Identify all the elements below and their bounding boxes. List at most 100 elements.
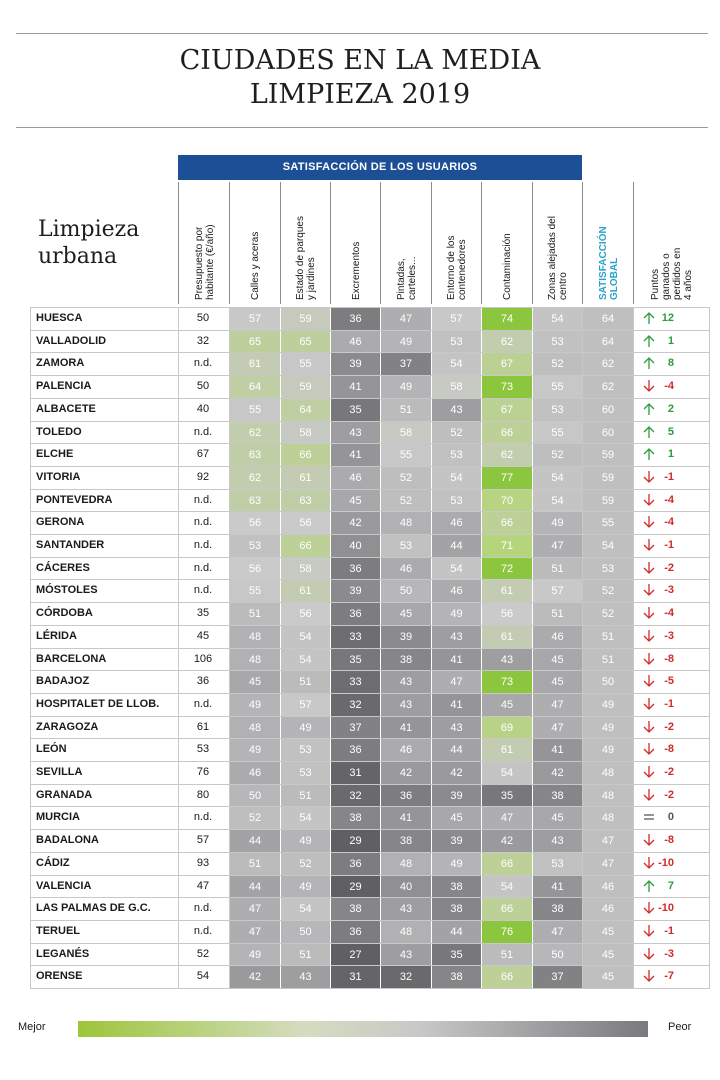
score-cell: 51 xyxy=(281,785,330,807)
score-cell: 66 xyxy=(482,422,532,444)
row-divider xyxy=(30,943,710,944)
points-change: -3 xyxy=(664,948,674,960)
row-divider xyxy=(30,602,710,603)
city-name: VITORIA xyxy=(36,471,81,483)
score-cell: 66 xyxy=(482,966,532,988)
score-cell: 58 xyxy=(281,422,330,444)
score-cell: 62 xyxy=(230,422,280,444)
score-cell: 48 xyxy=(381,921,431,943)
row-divider xyxy=(30,511,710,512)
score-cell: 55 xyxy=(281,353,330,375)
score-cell: 45 xyxy=(533,671,582,693)
score-cell: 50 xyxy=(281,921,330,943)
score-cell: 49 xyxy=(381,376,431,398)
score-cell: 45 xyxy=(331,490,380,512)
score-cell: 54 xyxy=(482,762,532,784)
row-divider xyxy=(30,443,710,444)
global-satisfaction-cell: 45 xyxy=(583,921,633,943)
score-cell: 67 xyxy=(482,399,532,421)
score-cell: 41 xyxy=(533,876,582,898)
score-cell: 65 xyxy=(281,331,330,353)
score-cell: 73 xyxy=(482,671,532,693)
score-cell: 46 xyxy=(331,331,380,353)
subject-line-2: urbana xyxy=(38,244,118,269)
global-satisfaction-cell: 47 xyxy=(583,830,633,852)
trend-down-arrow-icon xyxy=(643,766,655,778)
city-name: ALBACETE xyxy=(36,403,96,415)
column-divider xyxy=(178,307,179,988)
global-satisfaction-cell: 59 xyxy=(583,467,633,489)
score-cell: 55 xyxy=(381,444,431,466)
score-cell: 44 xyxy=(432,535,481,557)
trend-down-arrow-icon xyxy=(643,562,655,574)
score-cell: 50 xyxy=(533,944,582,966)
city-name: SANTANDER xyxy=(36,539,105,551)
points-change: -8 xyxy=(664,653,674,665)
score-cell: 42 xyxy=(381,762,431,784)
city-name: VALENCIA xyxy=(36,880,92,892)
row-divider xyxy=(30,352,710,353)
score-cell: 35 xyxy=(432,944,481,966)
score-cell: 51 xyxy=(482,944,532,966)
score-cell: 44 xyxy=(230,876,280,898)
score-cell: 48 xyxy=(230,626,280,648)
score-cell: 45 xyxy=(381,603,431,625)
score-cell: 38 xyxy=(533,785,582,807)
city-name: ELCHE xyxy=(36,448,74,460)
score-cell: 41 xyxy=(331,376,380,398)
score-cell: 59 xyxy=(281,308,330,330)
score-cell: 38 xyxy=(432,898,481,920)
row-divider xyxy=(30,648,710,649)
score-cell: 62 xyxy=(482,331,532,353)
score-cell: 62 xyxy=(482,444,532,466)
budget-value: n.d. xyxy=(193,698,213,710)
score-cell: 57 xyxy=(281,694,330,716)
score-cell: 43 xyxy=(381,898,431,920)
score-cell: 43 xyxy=(482,649,532,671)
trend-equal-icon xyxy=(644,814,654,820)
score-cell: 55 xyxy=(533,376,582,398)
score-cell: 53 xyxy=(281,739,330,761)
legend-gradient-bar xyxy=(78,1021,648,1037)
score-cell: 49 xyxy=(432,603,481,625)
global-satisfaction-cell: 52 xyxy=(583,580,633,602)
global-satisfaction-cell: 59 xyxy=(583,490,633,512)
column-header-1: Presupuesto por habitante (€/año) xyxy=(178,182,229,304)
city-name: MÓSTOLES xyxy=(36,584,98,596)
global-satisfaction-cell: 47 xyxy=(583,853,633,875)
budget-value: 106 xyxy=(193,653,213,665)
points-change: -1 xyxy=(664,925,674,937)
score-cell: 52 xyxy=(381,467,431,489)
score-cell: 47 xyxy=(381,308,431,330)
score-cell: 57 xyxy=(533,580,582,602)
budget-value: 40 xyxy=(196,403,210,415)
global-satisfaction-cell: 64 xyxy=(583,308,633,330)
trend-up-arrow-icon xyxy=(643,312,655,324)
score-cell: 47 xyxy=(432,671,481,693)
score-cell: 57 xyxy=(230,308,280,330)
score-cell: 49 xyxy=(230,944,280,966)
trend-down-arrow-icon xyxy=(643,653,655,665)
budget-value: 47 xyxy=(196,880,210,892)
row-divider xyxy=(30,670,710,671)
score-cell: 61 xyxy=(482,580,532,602)
column-header-label: Excrementos xyxy=(350,241,362,300)
score-cell: 35 xyxy=(482,785,532,807)
budget-value: n.d. xyxy=(193,357,213,369)
row-divider xyxy=(30,897,710,898)
budget-value: n.d. xyxy=(193,584,213,596)
score-cell: 33 xyxy=(331,626,380,648)
page-title: CIUDADES EN LA MEDIA LIMPIEZA 2019 xyxy=(0,44,720,112)
score-cell: 45 xyxy=(482,694,532,716)
score-cell: 76 xyxy=(482,921,532,943)
budget-value: n.d. xyxy=(193,539,213,551)
points-change: -2 xyxy=(664,766,674,778)
score-cell: 77 xyxy=(482,467,532,489)
score-cell: 48 xyxy=(230,717,280,739)
score-cell: 72 xyxy=(482,558,532,580)
satisfaction-group-header: SATISFACCIÓN DE LOS USUARIOS xyxy=(178,155,582,178)
global-satisfaction-cell: 59 xyxy=(583,444,633,466)
city-name: ZAMORA xyxy=(36,357,85,369)
column-header-4: Excrementos xyxy=(330,182,380,304)
score-cell: 49 xyxy=(281,876,330,898)
